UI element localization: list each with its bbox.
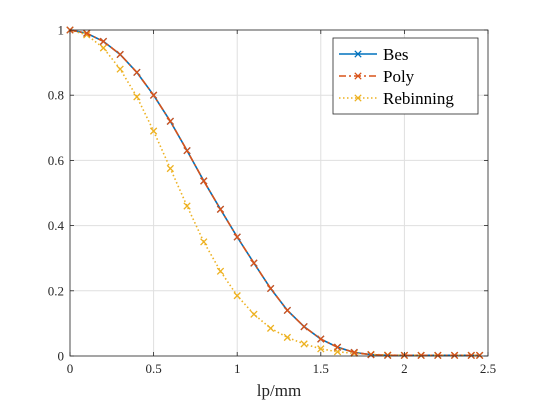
y-tick-label: 0.4 <box>48 218 65 233</box>
data-point <box>166 164 174 173</box>
legend-marker <box>354 72 362 80</box>
y-tick-label: 0.2 <box>48 283 64 298</box>
data-point <box>233 292 241 300</box>
data-point <box>450 351 459 360</box>
data-point <box>266 284 275 293</box>
x-tick-label: 1.5 <box>313 361 329 376</box>
data-point <box>384 351 392 360</box>
legend-label: Rebinning <box>383 89 454 108</box>
data-point <box>300 323 308 331</box>
data-point <box>183 146 191 155</box>
data-point <box>475 351 484 360</box>
data-point <box>83 29 91 37</box>
data-point <box>250 310 258 318</box>
x-tick-label: 2 <box>401 361 408 376</box>
data-point <box>200 177 208 185</box>
x-tick-label: 0 <box>67 361 74 376</box>
data-point <box>133 68 141 77</box>
y-tick-label: 0.6 <box>48 153 65 168</box>
plot-frame <box>69 29 489 357</box>
data-point <box>467 351 475 360</box>
legend-marker <box>354 94 362 102</box>
data-point <box>99 37 108 46</box>
data-point <box>216 205 225 213</box>
legend-label: Bes <box>383 45 409 64</box>
data-point <box>200 238 208 246</box>
data-point <box>283 333 292 342</box>
x-tick-label: 2.5 <box>480 361 496 376</box>
x-axis-label: lp/mm <box>257 381 301 400</box>
data-point <box>333 343 342 351</box>
data-point <box>266 324 275 332</box>
data-point <box>99 44 108 52</box>
y-tick-label: 0.8 <box>48 88 64 103</box>
data-point <box>149 127 158 135</box>
data-point <box>417 351 425 360</box>
data-point <box>317 335 325 343</box>
data-point <box>434 351 442 360</box>
data-point <box>183 202 191 210</box>
data-point <box>116 65 124 73</box>
data-point <box>149 91 158 99</box>
x-tick-label: 0.5 <box>145 361 161 376</box>
data-point <box>317 345 325 353</box>
data-point <box>133 93 141 101</box>
data-point <box>166 117 174 125</box>
legend-marker <box>354 50 362 58</box>
y-tick-label: 0 <box>58 349 65 364</box>
data-point <box>283 306 292 315</box>
data-point <box>216 267 225 275</box>
data-point <box>233 233 241 241</box>
series-line <box>69 29 480 357</box>
data-point <box>367 351 375 359</box>
x-tick-label: 1 <box>234 361 241 376</box>
y-tick-label: 1 <box>58 23 65 38</box>
legend-label: Poly <box>383 67 415 86</box>
axis-ticks: 0 0.5 1 1.5 2 2.5 0 0.2 0.4 0.6 0.8 1 <box>48 23 496 377</box>
series-line <box>69 29 480 357</box>
data-point <box>300 340 308 348</box>
data-point <box>116 50 124 59</box>
data-point <box>83 31 91 39</box>
legend: Bes Poly Rebinning <box>332 37 479 115</box>
data-point <box>250 259 258 267</box>
data-point <box>350 348 358 357</box>
